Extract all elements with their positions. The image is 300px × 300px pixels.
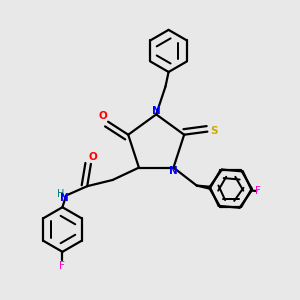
Text: O: O xyxy=(99,110,107,121)
Text: H: H xyxy=(57,189,64,199)
Text: F: F xyxy=(255,186,261,196)
Text: N: N xyxy=(169,166,178,176)
Text: O: O xyxy=(88,152,97,162)
Text: N: N xyxy=(152,106,161,116)
Text: S: S xyxy=(210,126,218,136)
Text: N: N xyxy=(60,193,69,203)
Text: F: F xyxy=(59,261,65,272)
